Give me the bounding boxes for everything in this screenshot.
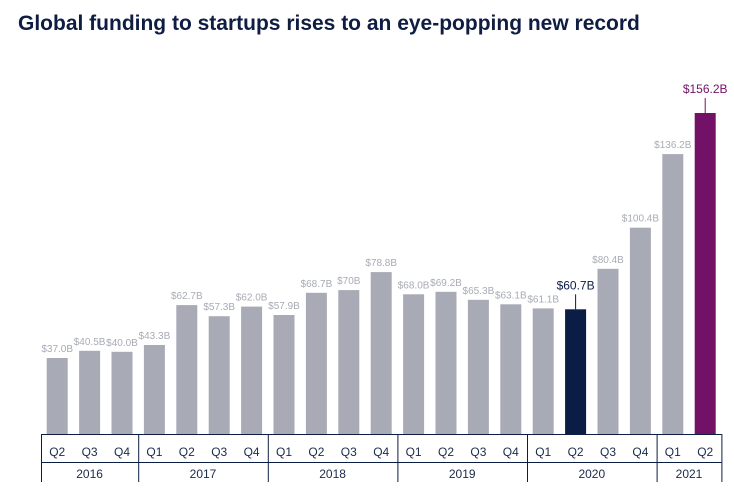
quarter-tick-label: Q3 xyxy=(600,445,616,459)
bar-2016-q2 xyxy=(46,358,68,434)
quarter-tick-label: Q1 xyxy=(406,445,422,459)
bar-2018-q4 xyxy=(370,272,392,434)
bar-2017-q1 xyxy=(143,345,165,434)
quarter-tick-label: Q4 xyxy=(244,445,260,459)
bar-2020-q2 xyxy=(565,309,587,434)
year-label: 2021 xyxy=(676,467,703,481)
bar-2018-q3 xyxy=(338,290,360,434)
value-label: $37.0B xyxy=(41,344,73,355)
value-label: $69.2B xyxy=(430,278,462,289)
bar-2019-q1 xyxy=(403,294,425,434)
value-label: $68.7B xyxy=(301,279,333,290)
bar-2020-q3 xyxy=(597,268,619,434)
bar-2016-q4 xyxy=(111,351,133,434)
bar-2017-q3 xyxy=(208,316,230,434)
quarter-tick-label: Q2 xyxy=(568,445,584,459)
value-label: $156.2B xyxy=(683,82,728,96)
quarter-tick-label: Q4 xyxy=(503,445,519,459)
quarter-tick-label: Q2 xyxy=(179,445,195,459)
quarter-tick-label: Q1 xyxy=(276,445,292,459)
year-label: 2019 xyxy=(449,467,476,481)
bar-2018-q1 xyxy=(273,315,295,434)
quarter-tick-label: Q2 xyxy=(49,445,65,459)
bar-2019-q2 xyxy=(435,291,457,434)
value-label: $68.0B xyxy=(398,280,430,291)
value-label: $61.1B xyxy=(527,294,559,305)
value-label: $57.3B xyxy=(203,302,235,313)
value-label: $62.0B xyxy=(236,293,268,304)
quarter-tick-label: Q2 xyxy=(308,445,324,459)
quarter-tick-label: Q3 xyxy=(211,445,227,459)
bar-2021-q1 xyxy=(662,154,684,434)
year-label: 2020 xyxy=(578,467,605,481)
bars-group xyxy=(46,113,716,434)
quarter-tick-label: Q1 xyxy=(535,445,551,459)
bar-2021-q2 xyxy=(694,113,716,434)
value-label: $57.9B xyxy=(268,301,300,312)
value-label: $100.4B xyxy=(622,214,660,225)
value-label: $60.7B xyxy=(557,278,595,292)
bar-2020-q4 xyxy=(629,227,651,434)
quarter-tick-label: Q3 xyxy=(470,445,486,459)
category-axis: Q2 Q3 Q4 Q1 Q2 Q3 Q4 Q1 Q2 Q3 Q4 Q1 Q2 Q3 Q4 Q1 Q2 Q3 Q4 Q1… xyxy=(41,434,723,482)
bar-2019-q3 xyxy=(467,299,489,434)
quarter-tick-label: Q3 xyxy=(82,445,98,459)
value-label: $43.3B xyxy=(139,331,171,342)
value-labels-group: $37.0B$40.5B $40.0B$43.3B $62.7B$57.3B$62.… xyxy=(41,82,727,355)
bar-2017-q2 xyxy=(176,305,198,434)
bar-2020-q1 xyxy=(532,308,554,434)
bar-2019-q4 xyxy=(500,304,522,434)
quarter-tick-label: Q2 xyxy=(697,445,713,459)
value-label: $65.3B xyxy=(463,286,495,297)
chart-title: Global funding to startups rises to an e… xyxy=(18,12,640,35)
bar-2018-q2 xyxy=(305,292,327,434)
bar-2016-q3 xyxy=(79,350,101,434)
quarter-tick-label: Q4 xyxy=(373,445,389,459)
quarter-tick-label: Q1 xyxy=(665,445,681,459)
bar-2017-q4 xyxy=(241,306,263,434)
value-label: $62.7B xyxy=(171,291,203,302)
value-label: $136.2B xyxy=(654,140,692,151)
quarter-tick-label: Q1 xyxy=(146,445,162,459)
quarter-tick-label: Q4 xyxy=(632,445,648,459)
year-label: 2018 xyxy=(319,467,346,481)
quarter-tick-label: Q2 xyxy=(438,445,454,459)
year-label: 2016 xyxy=(76,467,103,481)
year-label: 2017 xyxy=(190,467,217,481)
value-label: $63.1B xyxy=(495,290,527,301)
value-label: $70B xyxy=(337,276,361,287)
value-label: $78.8B xyxy=(365,258,397,269)
value-label: $40.5B xyxy=(74,337,106,348)
quarter-tick-label: Q4 xyxy=(114,445,130,459)
quarter-tick-label: Q3 xyxy=(341,445,357,459)
value-label: $40.0B xyxy=(106,338,138,349)
value-label: $80.4B xyxy=(592,255,624,266)
